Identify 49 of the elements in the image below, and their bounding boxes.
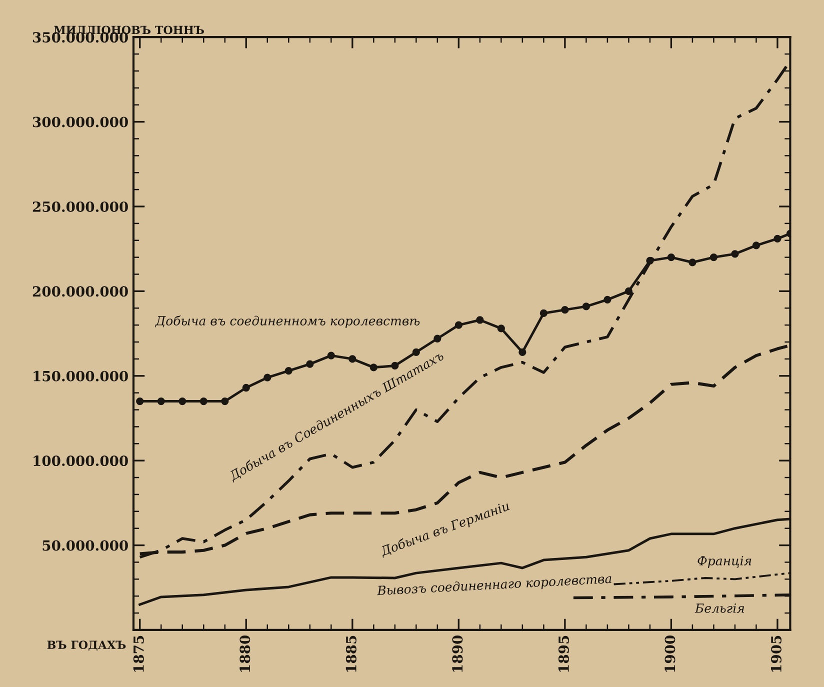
point xyxy=(731,250,739,258)
series-label: Вывозъ соединеннаго королевства xyxy=(376,573,612,598)
point xyxy=(710,253,718,262)
point xyxy=(540,309,548,318)
point xyxy=(136,397,144,406)
point xyxy=(200,397,208,406)
point xyxy=(561,306,569,314)
point xyxy=(476,316,484,324)
point xyxy=(221,397,229,406)
y-tick-label: 250.000.000 xyxy=(32,201,128,212)
point xyxy=(667,253,676,262)
x-tick-label: 1895 xyxy=(558,636,569,672)
x-axis-title: ВЪ ГОДАХЪ xyxy=(47,640,126,651)
point xyxy=(264,374,272,382)
point xyxy=(306,360,314,368)
point xyxy=(752,242,760,250)
y-tick-label: 300.000.000 xyxy=(32,116,128,128)
point xyxy=(646,256,654,265)
series-label: Франція xyxy=(698,556,752,568)
point xyxy=(604,296,612,304)
x-tick-label: 1905 xyxy=(770,636,782,672)
point xyxy=(497,324,505,332)
y-axis-title: МИЛЛIОНОВЪ ТОННЪ xyxy=(54,26,204,34)
point xyxy=(774,234,782,242)
point xyxy=(454,321,462,329)
x-tick-label: 1900 xyxy=(664,635,676,672)
point xyxy=(434,334,442,342)
y-tick-label: 100.000.000 xyxy=(34,456,128,466)
point xyxy=(518,348,526,356)
series-label: Бельгія xyxy=(694,603,744,613)
point xyxy=(284,366,292,375)
y-tick-label: 350.000.000 xyxy=(32,32,128,43)
point xyxy=(157,397,165,406)
x-tick-label: 1890 xyxy=(452,635,463,672)
series-label: Добыча въ соединенномъ королевствѣ xyxy=(154,315,420,328)
point xyxy=(370,364,378,372)
point xyxy=(327,352,335,360)
point xyxy=(348,355,356,363)
x-tick-label: 1875 xyxy=(133,636,144,672)
point xyxy=(582,302,590,310)
point xyxy=(624,287,633,296)
x-tick-label: 1880 xyxy=(240,635,250,672)
y-tick-label: 50.000.000 xyxy=(42,540,128,551)
point xyxy=(242,384,250,392)
point xyxy=(178,397,186,406)
y-tick-label: 200.000.000 xyxy=(32,286,128,297)
y-tick-label: 150.000.000 xyxy=(34,370,128,382)
point xyxy=(688,258,696,266)
x-tick-label: 1885 xyxy=(346,636,356,672)
